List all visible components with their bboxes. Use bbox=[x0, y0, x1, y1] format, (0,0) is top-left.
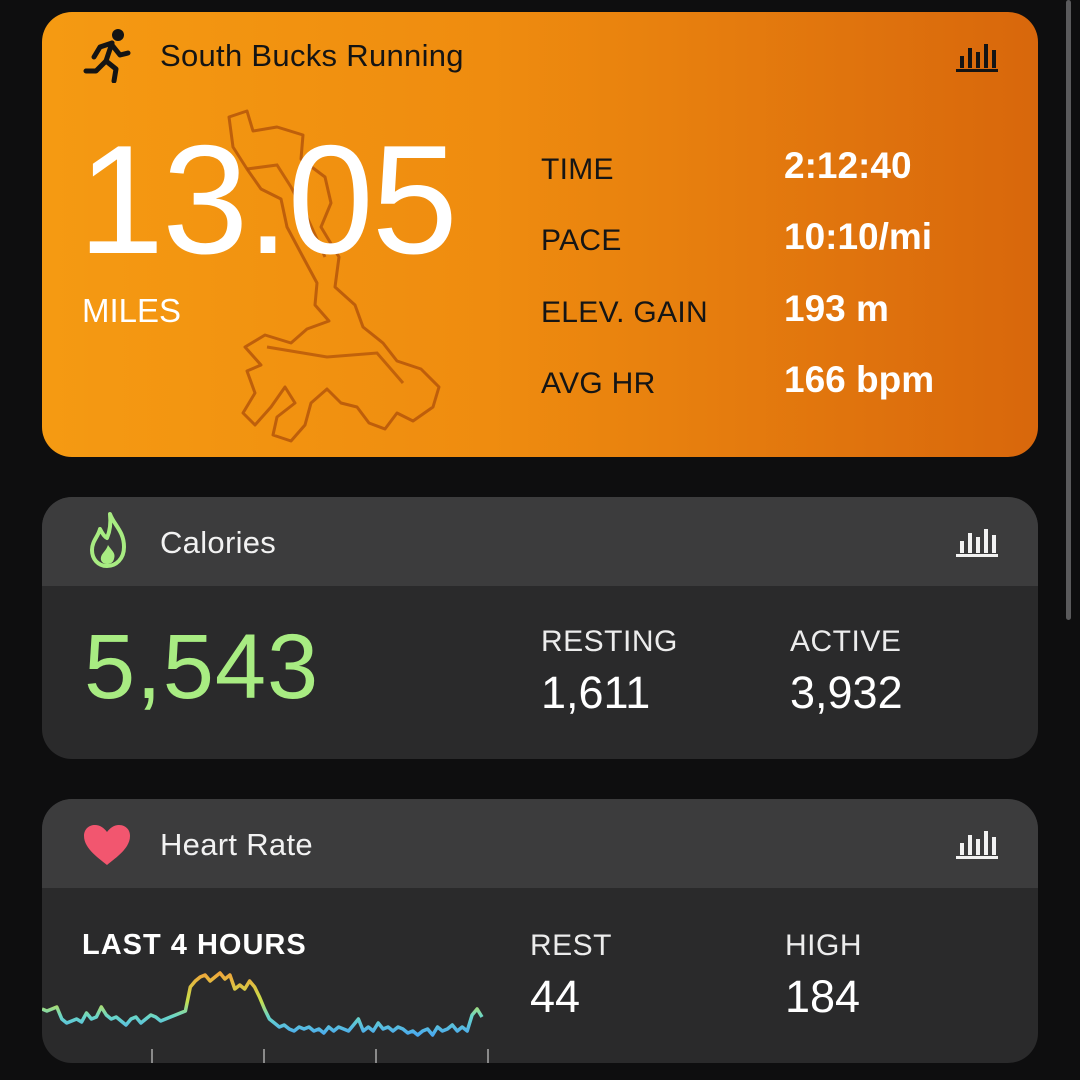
active-label: ACTIVE bbox=[790, 625, 902, 658]
stat-value: 10:10/mi bbox=[784, 216, 933, 257]
range-label: LAST 4 HOURS bbox=[82, 929, 307, 961]
distance-value: 13.05 bbox=[78, 113, 458, 286]
calories-title: Calories bbox=[160, 525, 277, 560]
heart-rate-card[interactable]: Heart Rate LAST 4 HOURS bbox=[42, 799, 1038, 1063]
stat-label: ELEV. GAIN bbox=[541, 296, 708, 329]
hr-high: HIGH 184 bbox=[785, 929, 862, 1023]
stat-label: AVG HR bbox=[541, 367, 656, 400]
rest-value: 44 bbox=[530, 971, 581, 1022]
stat-value: 2:12:40 bbox=[784, 145, 912, 186]
high-value: 184 bbox=[785, 971, 861, 1022]
activity-card[interactable]: South Bucks Running 13.05 MILES TIME 2:1… bbox=[42, 12, 1038, 457]
bar-chart-icon[interactable] bbox=[956, 827, 998, 859]
activity-title: South Bucks Running bbox=[160, 38, 464, 73]
heart-rate-chart bbox=[42, 971, 489, 1063]
calories-resting: RESTING 1,611 bbox=[541, 625, 678, 719]
rest-label: REST bbox=[530, 929, 613, 962]
calories-header: Calories bbox=[42, 497, 1038, 586]
stat-label: PACE bbox=[541, 224, 622, 257]
heart-rate-title: Heart Rate bbox=[160, 827, 313, 862]
calories-active: ACTIVE 3,932 bbox=[790, 625, 903, 719]
stat-value: 193 m bbox=[784, 288, 889, 329]
distance-unit: MILES bbox=[82, 292, 182, 329]
bar-chart-icon[interactable] bbox=[956, 40, 998, 72]
heart-rate-header: Heart Rate bbox=[42, 799, 1038, 888]
calories-total: 5,543 bbox=[84, 616, 320, 718]
scrollbar[interactable] bbox=[1066, 0, 1071, 620]
calories-card[interactable]: Calories 5,543 RESTING 1,611 ACTIVE 3,93… bbox=[42, 497, 1038, 759]
resting-value: 1,611 bbox=[541, 667, 651, 718]
resting-label: RESTING bbox=[541, 625, 678, 658]
stat-row-pace: PACE 10:10/mi bbox=[541, 216, 1001, 266]
hr-rest: REST 44 bbox=[530, 929, 612, 1023]
heart-icon bbox=[84, 825, 130, 865]
runner-icon bbox=[83, 29, 131, 83]
stat-row-time: TIME 2:12:40 bbox=[541, 145, 1001, 195]
heart-rate-line bbox=[42, 971, 484, 1037]
bar-chart-icon[interactable] bbox=[956, 525, 998, 557]
high-label: HIGH bbox=[785, 929, 862, 962]
stat-label: TIME bbox=[541, 153, 614, 186]
active-value: 3,932 bbox=[790, 667, 903, 718]
flame-icon bbox=[90, 512, 126, 568]
stat-row-avg-hr: AVG HR 166 bpm bbox=[541, 359, 1001, 409]
stat-row-elev-gain: ELEV. GAIN 193 m bbox=[541, 288, 1001, 338]
route-map bbox=[227, 109, 441, 443]
stat-value: 166 bpm bbox=[784, 359, 935, 400]
